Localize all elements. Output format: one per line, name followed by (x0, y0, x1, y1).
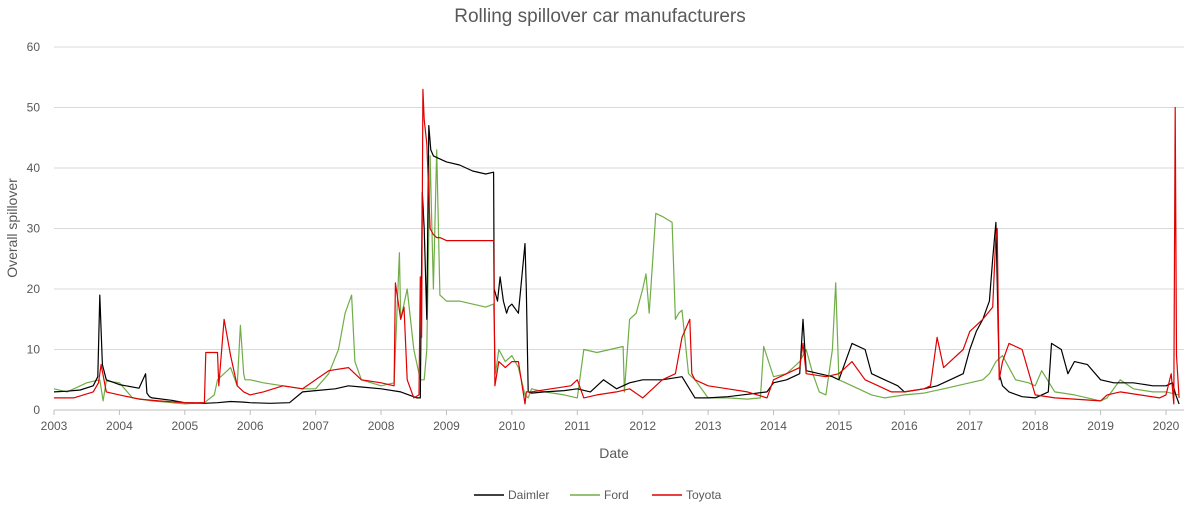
series-line-toyota (54, 88, 1180, 405)
x-tick-label: 2018 (1022, 419, 1049, 433)
y-axis-title: Overall spillover (4, 178, 20, 278)
legend-label: Ford (604, 488, 629, 502)
series-line-ford (53, 149, 1180, 405)
x-tick-label: 2003 (41, 419, 68, 433)
x-tick-label: 2020 (1153, 419, 1180, 433)
y-tick-label: 50 (27, 101, 41, 115)
x-tick-label: 2011 (564, 419, 590, 433)
legend-item-daimler: Daimler (474, 488, 549, 502)
y-tick-label: 0 (33, 403, 40, 417)
x-tick-label: 2013 (695, 419, 722, 433)
x-axis-title: Date (599, 445, 629, 461)
x-tick-label: 2008 (368, 419, 395, 433)
x-tick-label: 2007 (302, 419, 329, 433)
legend-item-toyota: Toyota (652, 488, 722, 502)
series-lines (53, 88, 1180, 405)
y-tick-label: 20 (27, 282, 41, 296)
legend-label: Daimler (508, 488, 549, 502)
gridlines (54, 46, 1184, 350)
legend: Daimler Ford Toyota (474, 488, 722, 502)
x-tick-label: 2004 (106, 419, 133, 433)
y-tick-label: 60 (27, 40, 41, 54)
axes: 0 10 20 30 40 50 60 2003 2004 2005 2006 2007 2008 200… (27, 40, 1184, 433)
y-tick-label: 30 (27, 222, 41, 236)
y-tick-label: 10 (27, 343, 41, 357)
x-tick-label: 2015 (826, 419, 853, 433)
x-tick-label: 2006 (237, 419, 264, 433)
x-tick-label: 2010 (499, 419, 526, 433)
x-tick-label: 2017 (956, 419, 983, 433)
x-tick-label: 2009 (433, 419, 460, 433)
y-tick-label: 40 (27, 161, 41, 175)
series-line-daimler (53, 124, 1180, 405)
legend-item-ford: Ford (570, 488, 629, 502)
chart-title: Rolling spillover car manufacturers (454, 6, 745, 27)
x-tick-label: 2005 (171, 419, 198, 433)
x-tick-label: 2016 (891, 419, 918, 433)
x-tick-label: 2019 (1087, 419, 1114, 433)
x-tick-label: 2014 (760, 419, 787, 433)
legend-label: Toyota (686, 488, 722, 502)
x-tick-label: 2012 (629, 419, 656, 433)
